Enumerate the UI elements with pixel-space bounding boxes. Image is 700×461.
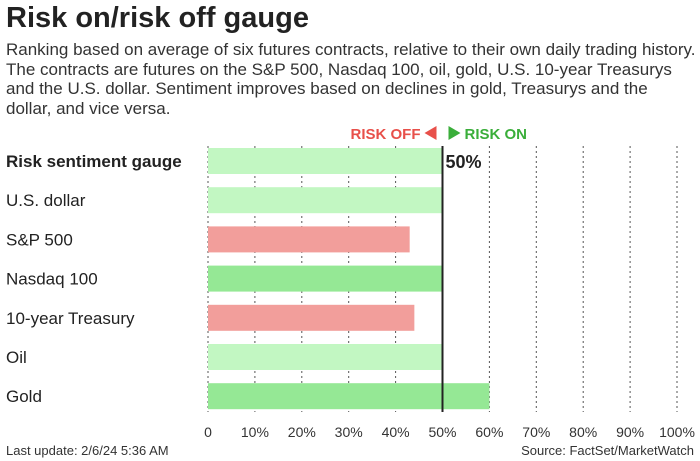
bar — [208, 187, 443, 214]
bar — [208, 383, 490, 410]
bar — [208, 148, 443, 174]
chart-subtitle: Ranking based on average of six futures … — [6, 40, 696, 118]
bar — [208, 344, 443, 370]
gauge-value-label: 50% — [446, 152, 482, 172]
source-note: Source: FactSet/MarketWatch — [521, 443, 694, 458]
chart-title: Risk on/risk off gauge — [6, 2, 309, 34]
x-tick-label: 100% — [659, 424, 695, 440]
x-tick-label: 20% — [288, 424, 316, 440]
bars — [208, 148, 490, 410]
x-tick-label: 10% — [241, 424, 269, 440]
x-tick-label: 80% — [569, 424, 597, 440]
x-tick-label: 0 — [204, 424, 212, 440]
category-label: Gold — [6, 387, 42, 406]
x-tick-label: 60% — [475, 424, 503, 440]
category-label: S&P 500 — [6, 230, 73, 249]
last-update: Last update: 2/6/24 5:36 AM — [6, 443, 169, 458]
x-tick-label: 70% — [522, 424, 550, 440]
risk-on-arrow-icon — [448, 126, 461, 140]
x-tick-label: 30% — [335, 424, 363, 440]
x-tick-label: 40% — [382, 424, 410, 440]
x-tick-label: 50% — [428, 424, 456, 440]
category-label: U.S. dollar — [6, 191, 86, 210]
direction-indicator: RISK OFF RISK ON — [351, 126, 528, 143]
bar — [208, 226, 410, 253]
x-tick-label: 90% — [616, 424, 644, 440]
risk-off-arrow-icon — [424, 126, 437, 140]
category-labels: Risk sentiment gauge U.S. dollar S&P 500 Na… — [6, 152, 182, 406]
category-label: Nasdaq 100 — [6, 270, 98, 289]
risk-off-label: RISK OFF — [351, 126, 421, 143]
category-label: Risk sentiment gauge — [6, 152, 182, 171]
x-axis-ticks: 0 10% 20% 30% 40% 50% 60% 70% 80% 90% 100% — [204, 424, 695, 440]
risk-on-label: RISK ON — [465, 126, 528, 143]
category-label: 10-year Treasury — [6, 309, 135, 328]
bar — [208, 304, 415, 331]
bar — [208, 265, 443, 292]
category-label: Oil — [6, 348, 27, 367]
